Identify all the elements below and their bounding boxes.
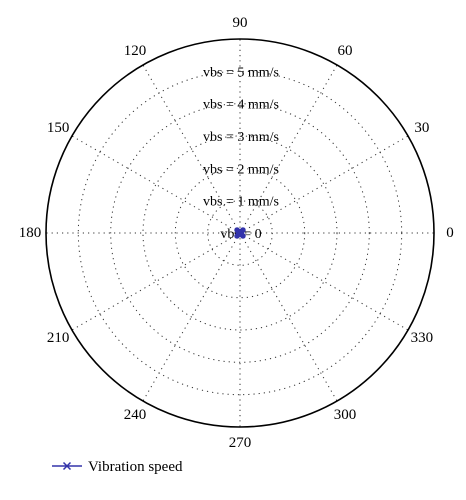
polar-grid xyxy=(45,38,435,428)
angle-tick-labels: 0 30 60 90 120 150 180 210 240 270 300 330 xyxy=(19,15,454,451)
legend-marker-icon xyxy=(62,461,72,471)
grid-spoke-300 xyxy=(239,232,338,402)
grid-spoke-60 xyxy=(239,64,338,234)
angle-tick-label: 0 xyxy=(446,225,454,241)
angle-tick-label: 180 xyxy=(19,225,42,241)
angle-tick-label: 300 xyxy=(334,407,357,423)
angle-tick-label: 90 xyxy=(233,15,248,31)
grid-ring-2 xyxy=(174,167,306,299)
angle-tick-label: 30 xyxy=(414,120,429,136)
angle-tick-label: 210 xyxy=(47,330,70,346)
grid-spoke-210 xyxy=(71,232,241,331)
angle-tick-label: 270 xyxy=(229,435,252,451)
angle-tick-label: 150 xyxy=(47,120,70,136)
grid-spoke-150 xyxy=(71,135,241,234)
radial-label: vbs = 4 mm/s xyxy=(203,98,279,113)
angle-tick-label: 60 xyxy=(338,43,353,59)
series-point xyxy=(237,229,246,239)
grid-ring-3 xyxy=(142,135,338,331)
grid-spoke-120 xyxy=(142,64,241,234)
grid-spoke-30 xyxy=(239,135,409,234)
grid-spoke-240 xyxy=(142,232,241,402)
radial-label: vbs = 2 mm/s xyxy=(203,162,279,177)
legend-label: Vibration speed xyxy=(88,459,183,475)
angle-tick-label: 330 xyxy=(411,330,434,346)
angle-tick-label: 120 xyxy=(124,43,147,59)
series-layer xyxy=(234,227,246,239)
grid-spoke-330 xyxy=(239,232,409,331)
outer-circle xyxy=(45,38,435,428)
radial-label: vbs = 5 mm/s xyxy=(203,65,279,80)
radial-label: vbs = 1 mm/s xyxy=(203,195,279,210)
legend: Vibration speed xyxy=(52,459,183,475)
angle-tick-label: 240 xyxy=(124,407,147,423)
radial-label: vbs = 3 mm/s xyxy=(203,130,279,145)
grid-ring-4 xyxy=(110,103,370,363)
